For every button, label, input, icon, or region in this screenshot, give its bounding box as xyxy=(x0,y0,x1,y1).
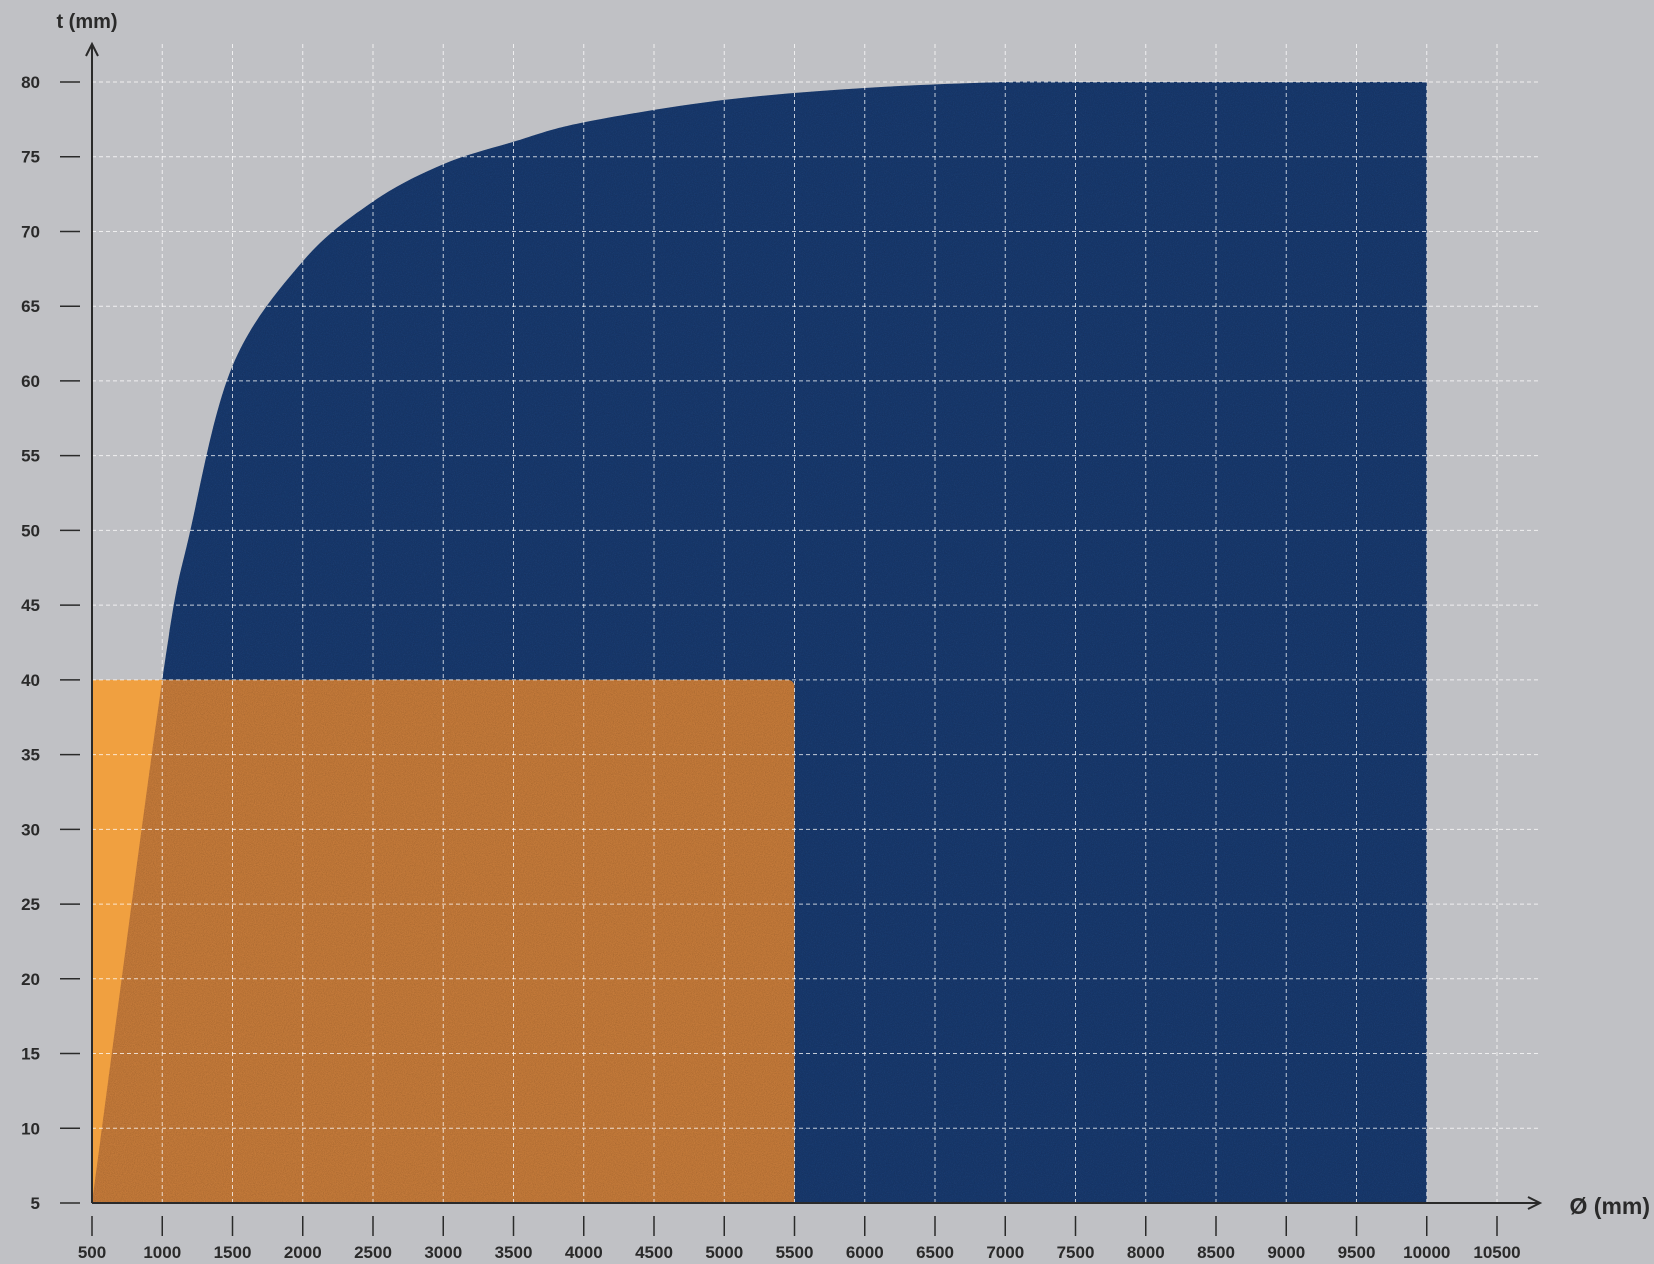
x-tick-label: 1000 xyxy=(143,1243,181,1262)
y-tick-label: 80 xyxy=(21,73,40,92)
y-tick-label: 70 xyxy=(21,222,40,241)
y-tick-label: 10 xyxy=(21,1119,40,1138)
x-tick-label: 10500 xyxy=(1473,1243,1520,1262)
y-axis-title: t (mm) xyxy=(56,11,117,33)
x-tick-label: 4000 xyxy=(565,1243,603,1262)
x-tick-label: 2000 xyxy=(284,1243,322,1262)
x-tick-label: 2500 xyxy=(354,1243,392,1262)
y-tick-label: 50 xyxy=(21,521,40,540)
x-tick-label: 500 xyxy=(78,1243,106,1262)
y-tick-label: 65 xyxy=(21,297,40,316)
y-tick-label: 75 xyxy=(21,148,40,167)
x-tick-label: 8000 xyxy=(1127,1243,1165,1262)
x-tick-label: 8500 xyxy=(1197,1243,1235,1262)
regions-layer xyxy=(92,81,1427,1204)
labels-layer: 5 10 15 20 25 30 35 40 45 50 55 60 65 70 75 80 500 1000 15… xyxy=(21,11,1650,1262)
x-tick-label: 1500 xyxy=(214,1243,252,1262)
axes-layer xyxy=(60,41,1543,1236)
y-tick-label: 25 xyxy=(21,895,40,914)
x-tick-label: 6000 xyxy=(846,1243,884,1262)
y-tick-label: 20 xyxy=(21,970,40,989)
y-tick-label: 5 xyxy=(31,1194,40,1213)
y-axis-arrow xyxy=(85,41,99,57)
x-tick-label: 5000 xyxy=(705,1243,743,1262)
x-tick-label: 9000 xyxy=(1267,1243,1305,1262)
y-tick-label: 35 xyxy=(21,746,40,765)
x-axis-arrow xyxy=(1527,1196,1543,1210)
y-tick-label: 15 xyxy=(21,1045,40,1064)
y-tick-label: 60 xyxy=(21,372,40,391)
y-tick-label: 40 xyxy=(21,671,40,690)
x-tick-label: 6500 xyxy=(916,1243,954,1262)
y-tick-label: 30 xyxy=(21,820,40,839)
y-tick-label: 55 xyxy=(21,447,40,466)
x-tick-label: 5500 xyxy=(776,1243,814,1262)
x-tick-label: 3500 xyxy=(495,1243,533,1262)
x-tick-label: 10000 xyxy=(1403,1243,1450,1262)
x-tick-label: 3000 xyxy=(424,1243,462,1262)
grid-layer xyxy=(91,44,1540,1203)
x-tick-label: 7000 xyxy=(986,1243,1024,1262)
x-tick-label: 7500 xyxy=(1057,1243,1095,1262)
x-tick-label: 9500 xyxy=(1338,1243,1376,1262)
x-tick-label: 4500 xyxy=(635,1243,673,1262)
x-axis-title: Ø (mm) xyxy=(1570,1193,1651,1219)
y-tick-label: 45 xyxy=(21,596,40,615)
